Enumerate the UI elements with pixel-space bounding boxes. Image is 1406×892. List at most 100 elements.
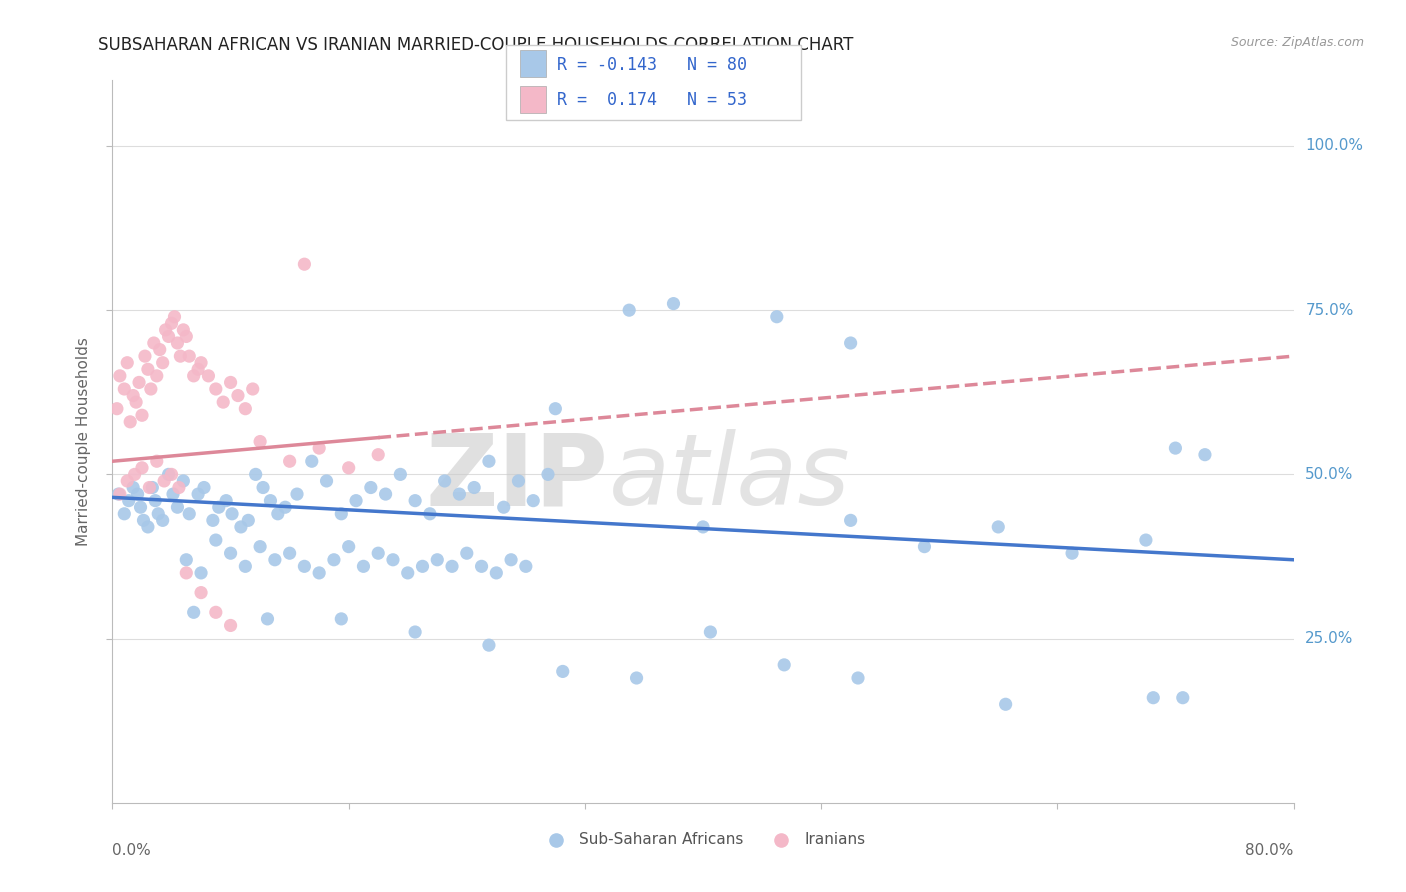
Point [183, 605, 205, 619]
Point [187, 362, 209, 376]
Point [249, 434, 271, 449]
Point [292, 559, 315, 574]
Point [839, 513, 862, 527]
Point [441, 559, 464, 574]
Point [233, 559, 256, 574]
Point [292, 257, 315, 271]
Point [485, 566, 508, 580]
Point [190, 585, 212, 599]
Point [226, 388, 249, 402]
Point [662, 296, 685, 310]
Point [172, 323, 194, 337]
Y-axis label: Married-couple Households: Married-couple Households [76, 337, 91, 546]
Point [187, 487, 209, 501]
Point [146, 454, 169, 468]
Point [619, 303, 641, 318]
Point [134, 349, 156, 363]
Point [174, 553, 197, 567]
Point [112, 507, 135, 521]
Point [382, 553, 405, 567]
Point [162, 487, 184, 501]
Point [157, 329, 180, 343]
Point [412, 559, 434, 574]
Point [124, 467, 146, 482]
Point [155, 323, 177, 337]
Point [839, 336, 862, 351]
Text: Source: ZipAtlas.com: Source: ZipAtlas.com [1230, 36, 1364, 49]
Point [118, 493, 141, 508]
Point [205, 382, 228, 396]
Point [108, 487, 131, 501]
Point [160, 316, 183, 330]
Point [501, 553, 523, 567]
Point [107, 487, 129, 501]
Point [544, 401, 567, 416]
Point [205, 533, 228, 547]
Point [256, 612, 278, 626]
Point [174, 329, 197, 343]
Point [128, 376, 150, 390]
Text: atlas: atlas [609, 429, 851, 526]
Point [163, 310, 186, 324]
Point [773, 657, 796, 672]
Text: 100.0%: 100.0% [1305, 138, 1364, 153]
Point [148, 507, 170, 521]
Point [404, 493, 426, 508]
Point [242, 382, 264, 396]
Point [360, 481, 382, 495]
Point [197, 368, 219, 383]
Point [259, 493, 281, 508]
Point [1164, 441, 1187, 455]
Point [117, 356, 138, 370]
Point [122, 388, 145, 402]
Point [138, 481, 160, 495]
Point [330, 507, 353, 521]
Point [190, 356, 212, 370]
Point [367, 448, 389, 462]
Point [1171, 690, 1194, 705]
Point [143, 493, 166, 508]
Point [337, 460, 360, 475]
Text: ZIP: ZIP [426, 429, 609, 526]
Point [157, 467, 180, 482]
Point [264, 553, 287, 567]
Point [537, 467, 560, 482]
Point [169, 349, 191, 363]
Point [352, 559, 374, 574]
Text: 0.0%: 0.0% [112, 843, 152, 857]
Text: R = -0.143   N = 80: R = -0.143 N = 80 [557, 56, 747, 74]
Point [478, 638, 501, 652]
Point [152, 513, 174, 527]
Point [470, 559, 494, 574]
Point [522, 493, 544, 508]
Point [308, 566, 330, 580]
Point [131, 409, 153, 423]
Point [238, 513, 260, 527]
Point [389, 467, 412, 482]
Point [914, 540, 936, 554]
Point [1194, 448, 1216, 462]
Text: 50.0%: 50.0% [1305, 467, 1354, 482]
Point [105, 401, 128, 416]
Point [215, 493, 238, 508]
Point [315, 474, 337, 488]
Point [125, 395, 148, 409]
Point [172, 474, 194, 488]
Point [117, 474, 138, 488]
Point [252, 481, 274, 495]
Point [120, 415, 142, 429]
Point [132, 513, 155, 527]
Point [201, 513, 224, 527]
Point [174, 566, 197, 580]
Point [426, 553, 449, 567]
Point [139, 382, 162, 396]
Point [212, 395, 235, 409]
Point [149, 343, 172, 357]
Point [337, 540, 360, 554]
Point [245, 467, 267, 482]
Point [301, 454, 323, 468]
Point [221, 507, 243, 521]
Point [433, 474, 456, 488]
Point [1142, 690, 1164, 705]
Point [229, 520, 252, 534]
